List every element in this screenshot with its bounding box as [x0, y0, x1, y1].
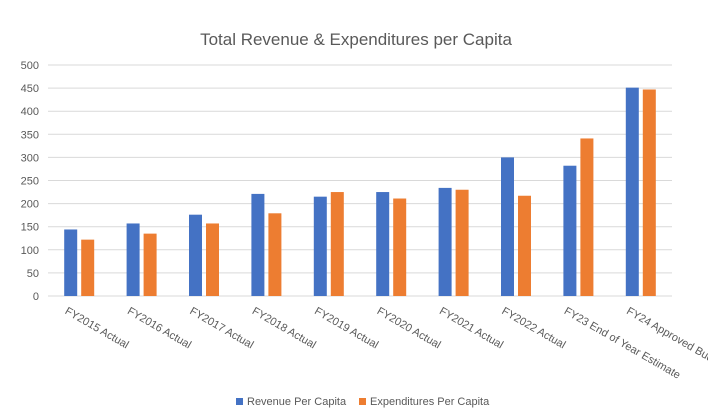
- revenue-bar: [251, 193, 265, 296]
- y-tick-label: 150: [21, 222, 39, 234]
- y-axis-ticks: 0 50 100 150 200 250 300 350 400 450 500: [21, 60, 39, 303]
- x-category-label: FY2020 Actual: [375, 305, 443, 351]
- x-category-label: FY2016 Actual: [125, 305, 193, 351]
- legend-label-revenue: Revenue Per Capita: [247, 396, 347, 408]
- revenue-bar: [126, 223, 140, 296]
- revenue-bar: [438, 187, 452, 296]
- legend: Revenue Per Capita Expenditures Per Capit…: [236, 396, 490, 408]
- y-tick-label: 50: [27, 268, 39, 280]
- legend-swatch-expenditures: [359, 398, 366, 405]
- y-tick-label: 500: [21, 60, 39, 72]
- x-category-label: FY2022 Actual: [500, 305, 568, 351]
- expenditure-bar: [268, 213, 282, 296]
- revenue-bar: [625, 87, 639, 296]
- expenditure-bar: [206, 223, 219, 296]
- y-tick-label: 200: [21, 199, 39, 211]
- x-category-label: FY2019 Actual: [312, 305, 380, 351]
- x-category-label: FY2018 Actual: [250, 305, 318, 351]
- bars: [64, 87, 656, 297]
- y-tick-label: 450: [21, 83, 39, 95]
- y-tick-label: 350: [21, 129, 39, 141]
- revenue-bar: [376, 192, 390, 296]
- expenditure-bar: [393, 198, 407, 296]
- expenditure-bar: [81, 239, 95, 296]
- expenditure-bar: [518, 195, 531, 296]
- y-tick-label: 100: [21, 245, 39, 257]
- x-category-label: FY2021 Actual: [437, 305, 505, 351]
- expenditure-bar: [642, 89, 656, 297]
- legend-label-expenditures: Expenditures Per Capita: [370, 396, 490, 408]
- expenditure-bar: [580, 138, 594, 296]
- revenue-bar: [563, 165, 577, 296]
- y-tick-label: 0: [33, 291, 39, 303]
- legend-swatch-revenue: [236, 398, 243, 405]
- revenue-bar: [64, 229, 78, 296]
- expenditure-bar: [143, 233, 157, 296]
- y-tick-label: 300: [21, 152, 39, 164]
- y-tick-label: 250: [21, 176, 39, 188]
- revenue-bar: [313, 196, 327, 296]
- x-category-label: FY2017 Actual: [188, 305, 256, 351]
- revenue-bar: [189, 214, 202, 296]
- x-category-label: FY23 End of Year Estimate: [562, 305, 682, 381]
- revenue-bar: [501, 157, 514, 296]
- expenditure-bar: [330, 192, 344, 296]
- x-category-label: FY2015 Actual: [63, 305, 131, 351]
- expenditure-bar: [455, 189, 469, 296]
- y-tick-label: 400: [21, 106, 39, 118]
- grid: [48, 64, 672, 297]
- chart-title: Total Revenue & Expenditures per Capita: [200, 30, 512, 49]
